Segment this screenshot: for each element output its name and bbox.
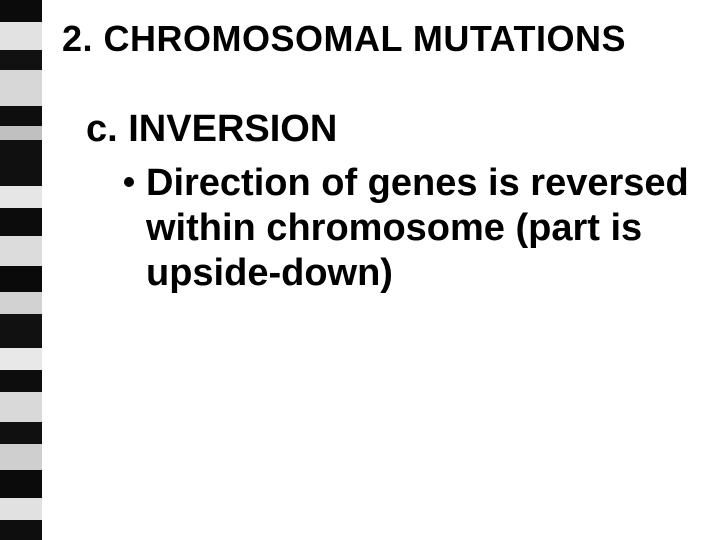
- bullet-item: Direction of genes is reversed within ch…: [124, 161, 710, 295]
- strip-band: [0, 140, 42, 186]
- strip-band: [0, 266, 42, 292]
- strip-band: [0, 470, 42, 498]
- decorative-left-strip: [0, 0, 42, 540]
- strip-band: [0, 422, 42, 444]
- slide-subtitle: c. INVERSION: [86, 108, 710, 151]
- strip-band: [0, 186, 42, 208]
- strip-band: [0, 22, 42, 50]
- strip-band: [0, 208, 42, 236]
- strip-band: [0, 106, 42, 126]
- strip-band: [0, 348, 42, 370]
- slide-content: 2. CHROMOSOMAL MUTATIONS c. INVERSION Di…: [62, 18, 710, 295]
- strip-band: [0, 236, 42, 266]
- strip-band: [0, 314, 42, 348]
- strip-band: [0, 392, 42, 422]
- slide-title: 2. CHROMOSOMAL MUTATIONS: [62, 18, 710, 60]
- bullet-text: Direction of genes is reversed within ch…: [146, 161, 710, 295]
- bullet-icon: [124, 177, 134, 187]
- strip-band: [0, 520, 42, 540]
- strip-band: [0, 292, 42, 314]
- strip-band: [0, 498, 42, 520]
- strip-band: [0, 0, 42, 22]
- strip-band: [0, 444, 42, 470]
- strip-band: [0, 50, 42, 70]
- strip-band: [0, 370, 42, 392]
- strip-band: [0, 126, 42, 140]
- strip-band: [0, 70, 42, 106]
